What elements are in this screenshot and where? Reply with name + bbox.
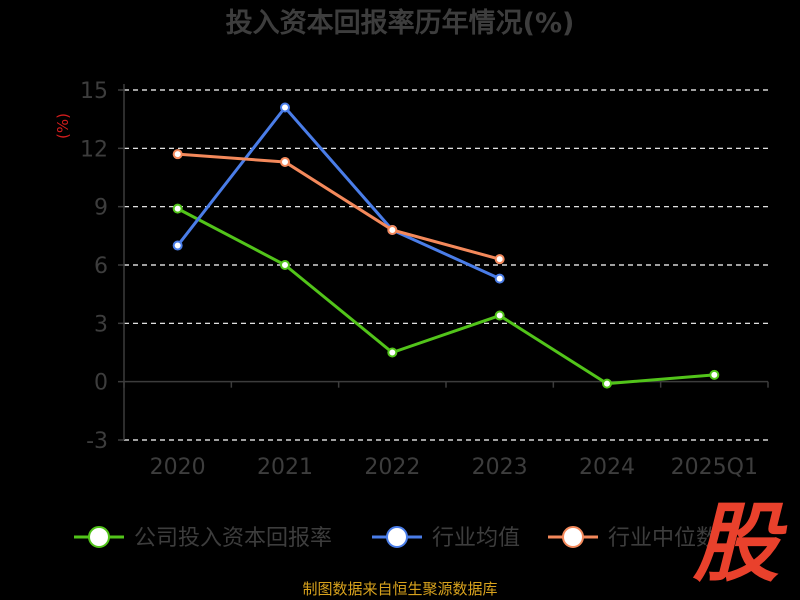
data-point[interactable]	[494, 310, 505, 321]
data-point[interactable]	[280, 156, 290, 167]
x-tick-label: 2021	[257, 455, 313, 480]
x-tick-label: 2024	[579, 455, 635, 480]
legend-item[interactable]: 行业均值	[372, 526, 520, 551]
brand-logo: 股	[693, 494, 779, 594]
legend-swatch-marker	[88, 526, 110, 548]
data-point[interactable]	[709, 369, 720, 380]
legend-swatch-marker	[386, 526, 408, 548]
data-source-note: 制图数据来自恒生聚源数据库	[302, 580, 498, 598]
x-tick-label: 2023	[472, 455, 528, 480]
legend-label: 行业中位数	[608, 526, 718, 551]
legend-item[interactable]: 公司投入资本回报率	[74, 526, 332, 551]
series-1	[172, 102, 505, 284]
y-tick-label: 6	[94, 254, 108, 279]
data-point[interactable]	[172, 203, 183, 214]
x-tick-label: 2025Q1	[671, 455, 758, 480]
series-line	[176, 106, 501, 280]
legend-swatch-marker	[562, 526, 584, 548]
data-point[interactable]	[387, 225, 398, 235]
y-tick-label: 0	[94, 371, 108, 396]
data-point[interactable]	[172, 149, 183, 160]
x-tick-label: 2020	[150, 455, 206, 480]
y-tick-label: 3	[94, 312, 108, 337]
data-point[interactable]	[494, 273, 505, 284]
axis-layer: -3 0 3 6 9 12 15 2020 2021 2022 2023 2024 2025Q1	[80, 79, 769, 480]
data-point[interactable]	[494, 254, 505, 265]
y-axis-label: (%)	[54, 113, 72, 139]
y-tick-label: -3	[86, 429, 108, 454]
data-point[interactable]	[172, 240, 183, 251]
y-tick-label: 12	[80, 137, 108, 162]
series-0	[172, 203, 720, 389]
chart-title: 投入资本回报率历年情况(%)	[226, 7, 575, 39]
data-point[interactable]	[280, 102, 290, 113]
data-point[interactable]	[602, 378, 612, 389]
y-tick-label: 15	[80, 79, 108, 104]
legend[interactable]: 公司投入资本回报率 行业均值 行业中位数	[74, 526, 718, 551]
legend-label: 行业均值	[432, 526, 520, 551]
data-point[interactable]	[280, 260, 290, 270]
series-2	[172, 149, 505, 265]
series-line	[177, 152, 501, 261]
legend-item[interactable]: 行业中位数	[548, 526, 718, 551]
series-line	[176, 207, 715, 386]
x-tick-label: 2022	[364, 455, 420, 480]
data-point[interactable]	[387, 347, 398, 358]
legend-label: 公司投入资本回报率	[134, 526, 332, 551]
y-tick-label: 9	[94, 196, 108, 221]
series-layer	[172, 102, 720, 389]
